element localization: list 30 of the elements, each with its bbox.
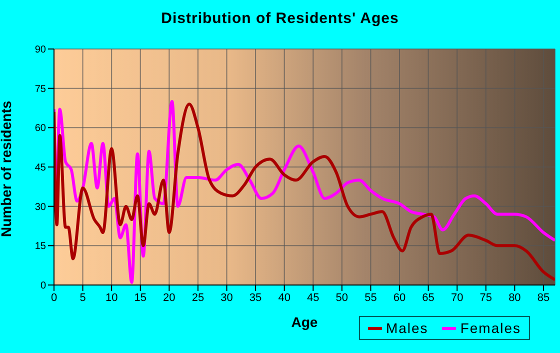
- x-tick-label: 35: [249, 292, 262, 304]
- x-tick-label: 85: [537, 292, 550, 304]
- x-tick-label: 80: [508, 292, 521, 304]
- x-tick-label: 0: [50, 292, 58, 304]
- x-tick-label: 45: [307, 292, 320, 304]
- y-tick-label: 60: [34, 123, 46, 134]
- y-tick-label: 75: [34, 84, 46, 95]
- x-tick-label: 70: [450, 292, 464, 304]
- x-tick-label: 10: [105, 292, 118, 304]
- y-tick-label: 90: [34, 44, 46, 56]
- y-tick-label: 30: [34, 202, 46, 213]
- y-tick-label: 15: [34, 241, 46, 252]
- legend-label: Males: [386, 320, 428, 336]
- x-tick-label: 50: [336, 292, 348, 304]
- x-axis-title: Age: [291, 314, 318, 330]
- x-tick-label: 60: [393, 292, 406, 304]
- y-tick-label: 45: [34, 162, 46, 174]
- x-tick-label: 75: [480, 292, 492, 304]
- chart-title: Distribution of Residents' Ages: [160, 10, 400, 27]
- x-tick-label: 5: [80, 292, 86, 304]
- x-tick-label: 15: [134, 292, 147, 304]
- x-tick-label: 30: [220, 292, 233, 304]
- x-tick-label: 20: [163, 292, 176, 304]
- x-tick-label: 55: [364, 292, 377, 304]
- y-tick-label: 0: [40, 280, 46, 292]
- x-tick-label: 65: [422, 292, 434, 304]
- legend-label: Females: [460, 320, 521, 336]
- x-tick-label: 40: [278, 292, 290, 304]
- x-tick-label: 25: [192, 292, 204, 304]
- y-axis-title: Number of residents: [0, 100, 14, 237]
